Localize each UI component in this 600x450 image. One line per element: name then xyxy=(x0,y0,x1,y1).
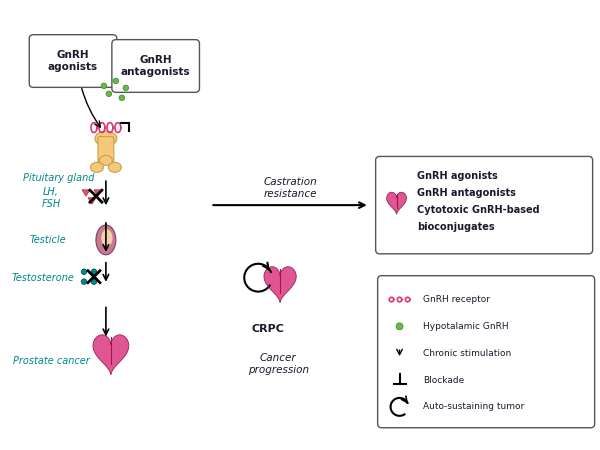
Text: GnRH receptor: GnRH receptor xyxy=(424,295,490,304)
Circle shape xyxy=(119,95,125,100)
FancyBboxPatch shape xyxy=(29,35,117,87)
Text: CRPC: CRPC xyxy=(252,324,284,334)
Circle shape xyxy=(396,323,403,330)
Text: GnRH antagonists: GnRH antagonists xyxy=(418,188,517,198)
Text: Chronic stimulation: Chronic stimulation xyxy=(424,349,512,358)
Text: Testosterone: Testosterone xyxy=(12,273,74,283)
Text: Hypotalamic GnRH: Hypotalamic GnRH xyxy=(424,322,509,331)
Circle shape xyxy=(81,279,87,284)
Text: Castration
resistance: Castration resistance xyxy=(263,177,317,199)
Polygon shape xyxy=(94,190,102,196)
Text: Pituitary gland: Pituitary gland xyxy=(23,173,95,183)
Circle shape xyxy=(81,269,87,274)
Ellipse shape xyxy=(100,155,112,165)
Ellipse shape xyxy=(96,225,116,255)
Polygon shape xyxy=(264,267,296,302)
Text: bioconjugates: bioconjugates xyxy=(418,222,495,232)
Text: LH,
FSH: LH, FSH xyxy=(41,187,61,209)
FancyBboxPatch shape xyxy=(376,157,593,254)
Circle shape xyxy=(113,78,119,84)
Text: Cytotoxic GnRH-based: Cytotoxic GnRH-based xyxy=(418,205,540,215)
Ellipse shape xyxy=(101,229,113,247)
Text: Blockade: Blockade xyxy=(424,376,464,385)
Polygon shape xyxy=(88,198,96,204)
Circle shape xyxy=(106,91,112,97)
Text: Cancer
progression: Cancer progression xyxy=(248,353,308,375)
Circle shape xyxy=(91,269,97,274)
Circle shape xyxy=(123,85,128,90)
Ellipse shape xyxy=(109,162,121,172)
Text: GnRH
antagonists: GnRH antagonists xyxy=(121,55,190,77)
Circle shape xyxy=(91,279,97,284)
Text: GnRH
agonists: GnRH agonists xyxy=(48,50,98,72)
Polygon shape xyxy=(82,190,90,196)
FancyBboxPatch shape xyxy=(112,40,199,92)
Circle shape xyxy=(101,83,107,89)
Polygon shape xyxy=(93,335,129,374)
Polygon shape xyxy=(387,192,406,214)
FancyBboxPatch shape xyxy=(98,136,114,162)
Ellipse shape xyxy=(91,162,103,172)
Text: Prostate cancer: Prostate cancer xyxy=(13,356,89,366)
FancyBboxPatch shape xyxy=(377,276,595,428)
Text: Testicle: Testicle xyxy=(30,235,67,245)
Text: Auto-sustaining tumor: Auto-sustaining tumor xyxy=(424,402,524,411)
Text: GnRH agonists: GnRH agonists xyxy=(418,171,498,181)
Ellipse shape xyxy=(95,131,117,146)
